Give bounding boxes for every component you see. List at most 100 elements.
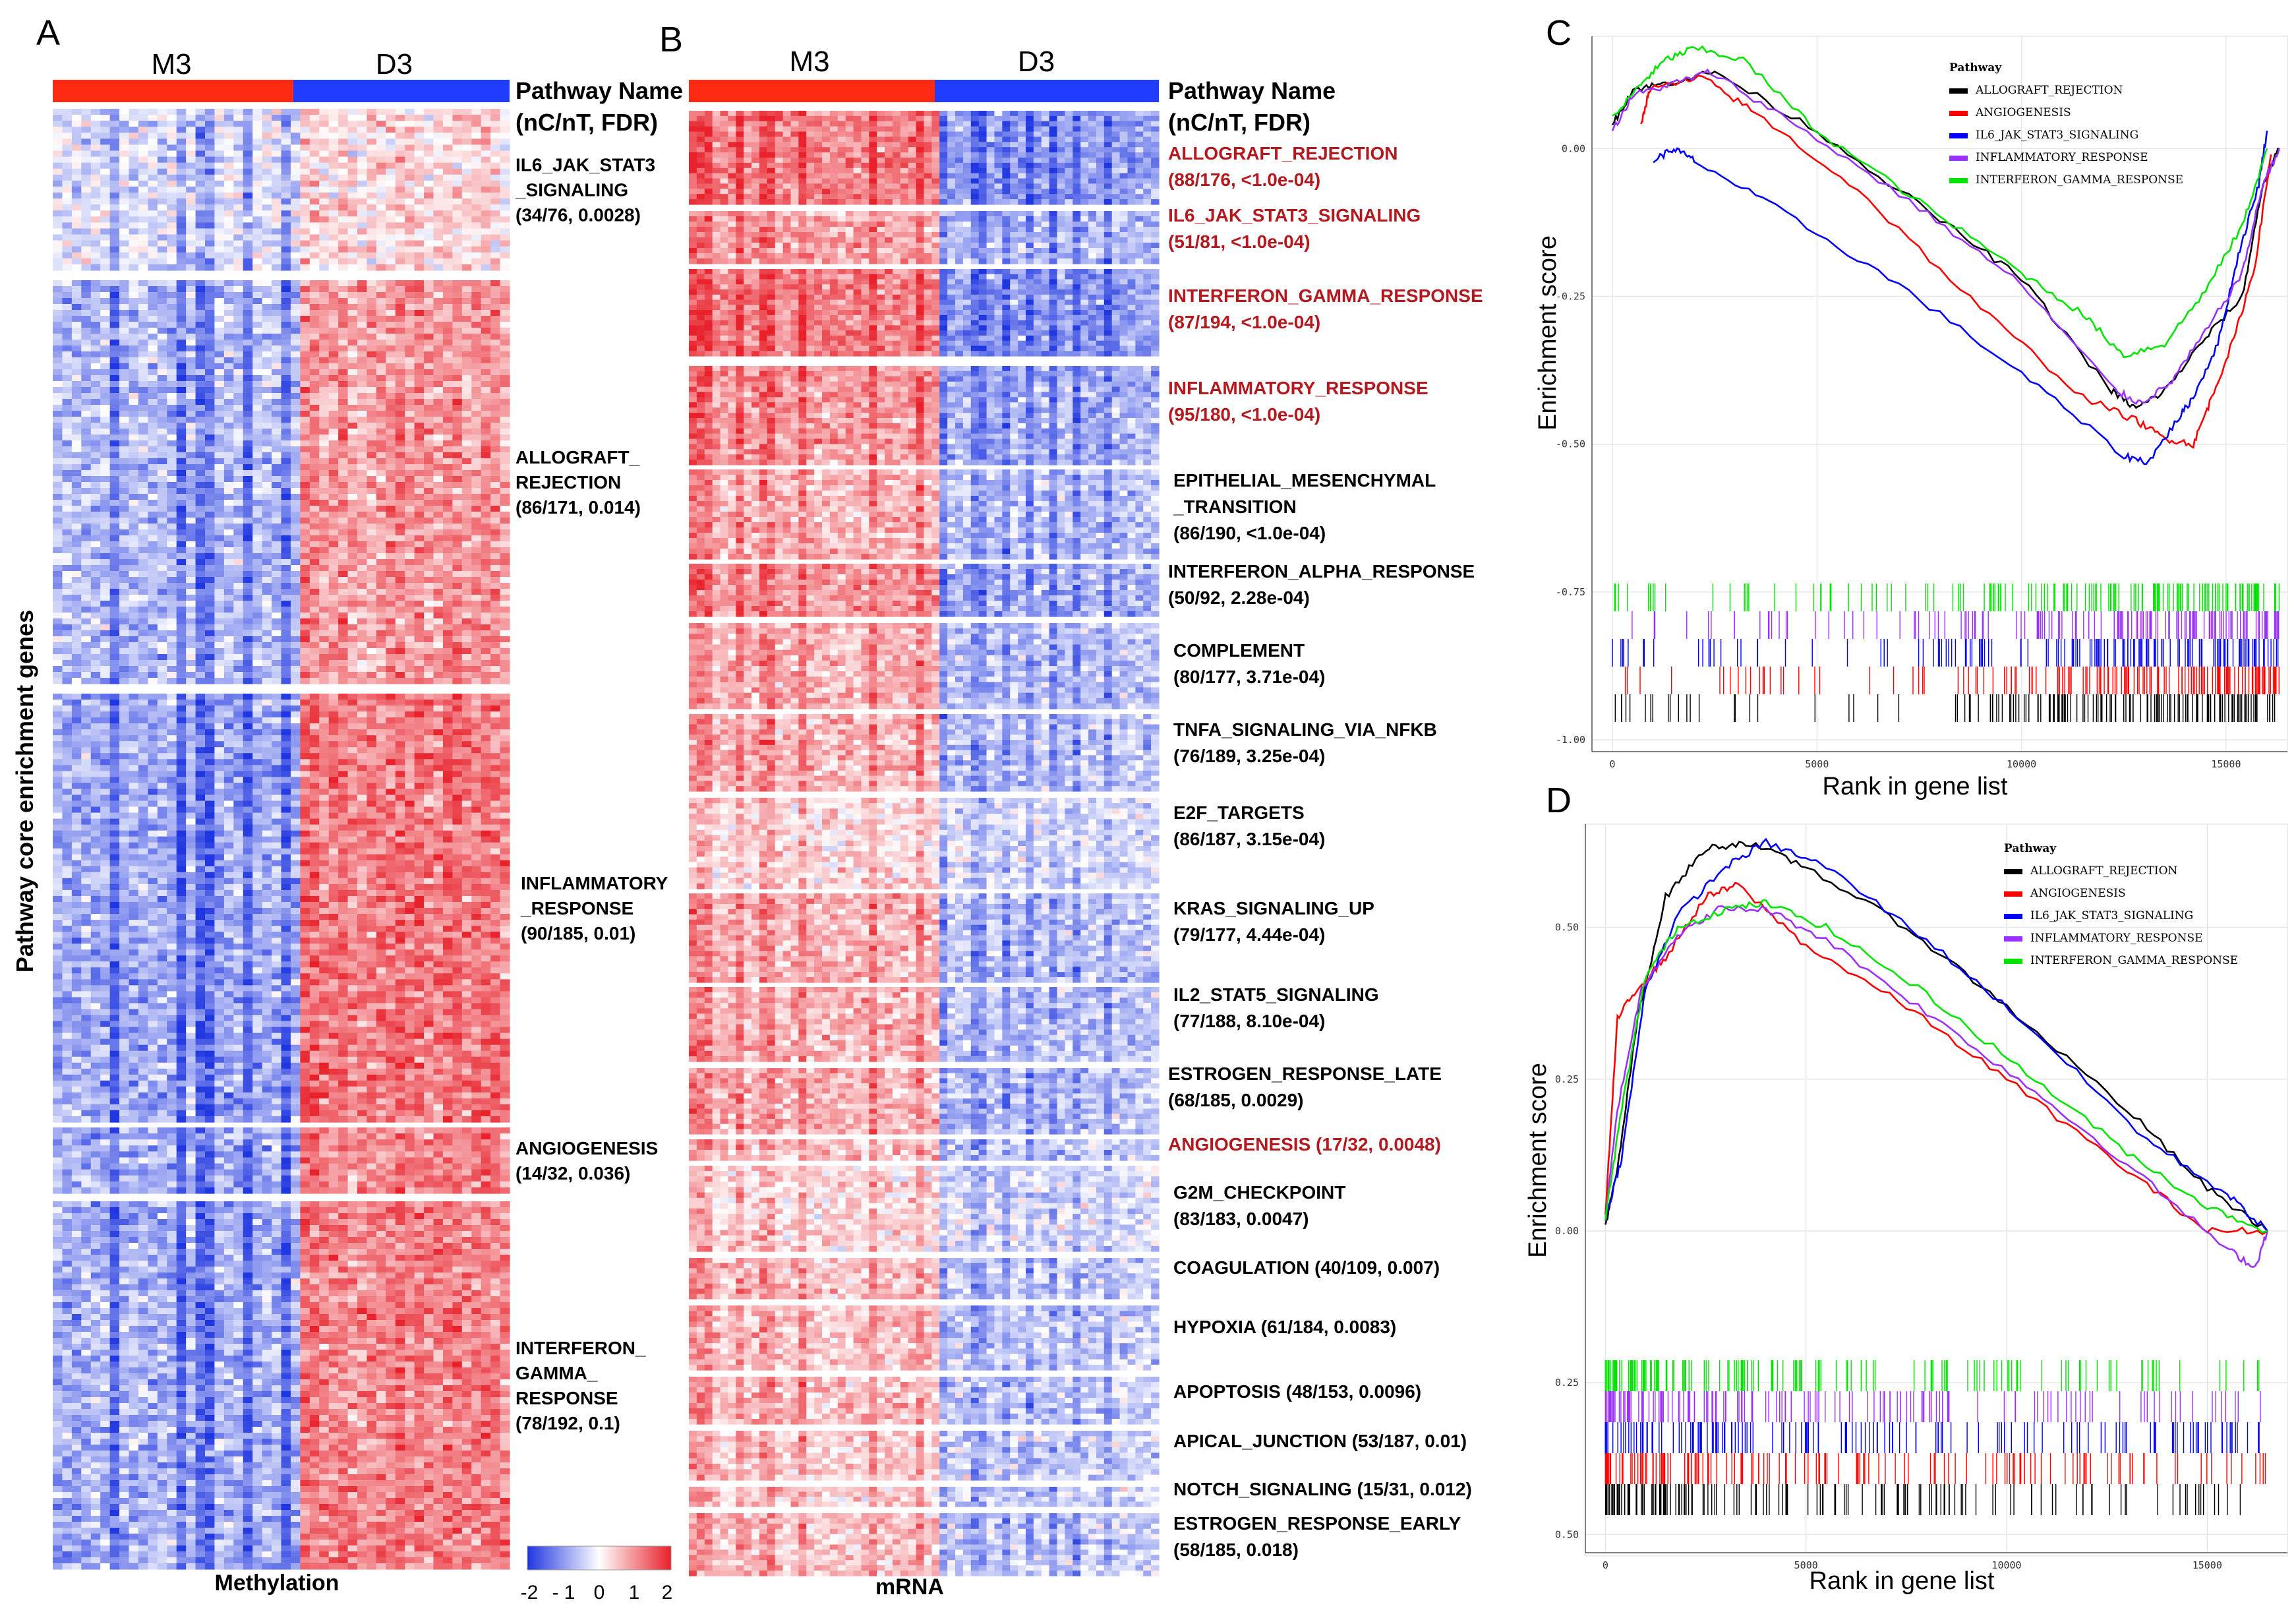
heatmap-cell — [357, 280, 367, 287]
heatmap-cell — [100, 241, 110, 247]
heatmap-cell — [186, 115, 196, 121]
heatmap-cell — [72, 286, 82, 293]
heatmap-cell — [148, 253, 158, 259]
heatmap-cell — [177, 127, 187, 133]
heatmap-cell — [186, 280, 196, 287]
heatmap-cell — [386, 109, 396, 115]
heatmap-cell — [481, 286, 491, 293]
heatmap-cell — [148, 157, 158, 164]
heatmap-cell — [262, 228, 272, 235]
heatmap-cell — [415, 169, 425, 175]
heatmap-cell — [148, 187, 158, 193]
heatmap-cell — [300, 222, 310, 229]
heatmap-cell — [452, 204, 462, 211]
heatmap-cell — [291, 228, 301, 235]
heatmap-cell — [471, 228, 481, 235]
heatmap-cell — [396, 144, 405, 151]
heatmap-cell — [367, 247, 376, 253]
heatmap-cell — [424, 198, 434, 205]
heatmap-cell — [53, 253, 63, 259]
heatmap-cell — [424, 109, 434, 115]
heatmap-cell — [329, 193, 339, 199]
heatmap-cell — [167, 115, 177, 121]
heatmap-cell — [224, 222, 234, 229]
heatmap-cell — [386, 253, 396, 259]
heatmap-cell — [376, 138, 386, 145]
heatmap-cell — [462, 228, 472, 235]
panel-label-c: C — [1546, 13, 1572, 53]
heatmap-cell — [291, 304, 301, 311]
heatmap-cell — [424, 222, 434, 229]
heatmap-cell — [214, 181, 224, 187]
heatmap-cell — [81, 133, 91, 139]
heatmap-cell — [471, 258, 481, 265]
heatmap-cell — [319, 198, 329, 205]
heatmap-cell — [348, 187, 358, 193]
heatmap-cell — [158, 286, 167, 293]
heatmap-cell — [214, 175, 224, 181]
heatmap-cell — [310, 222, 320, 229]
heatmap-cell — [100, 144, 110, 151]
heatmap-cell — [338, 216, 348, 223]
heatmap-cell — [424, 133, 434, 139]
heatmap-cell — [243, 258, 253, 265]
heatmap-cell — [224, 228, 234, 235]
heatmap-cell — [196, 175, 206, 181]
heatmap-cell — [214, 222, 224, 229]
heatmap-cell — [405, 280, 415, 287]
heatmap-cell — [262, 198, 272, 205]
heatmap-cell — [119, 247, 129, 253]
heatmap-cell — [72, 163, 82, 169]
heatmap-cell — [110, 151, 120, 158]
heatmap-cell — [300, 258, 310, 265]
heatmap-cell — [338, 198, 348, 205]
heatmap-cell — [205, 193, 215, 199]
heatmap-cell — [62, 280, 72, 287]
heatmap-cell — [348, 151, 358, 158]
heatmap-cell — [119, 280, 129, 287]
heatmap-cell — [262, 235, 272, 241]
heatmap-cell — [110, 109, 120, 115]
heatmap-cell — [91, 304, 101, 311]
heatmap-cell — [262, 138, 272, 145]
heatmap-cell — [252, 115, 262, 121]
heatmap-cell — [452, 169, 462, 175]
heatmap-cell — [338, 280, 348, 287]
heatmap-cell — [329, 253, 339, 259]
heatmap-cell — [281, 144, 291, 151]
heatmap-cell — [367, 121, 376, 127]
heatmap-cell — [224, 280, 234, 287]
heatmap-cell — [214, 121, 224, 127]
heatmap-cell — [462, 286, 472, 293]
heatmap-cell — [481, 187, 491, 193]
heatmap-cell — [129, 264, 139, 271]
heatmap-cell — [471, 304, 481, 311]
heatmap-cell — [177, 216, 187, 223]
heatmap-cell — [434, 210, 444, 217]
heatmap-cell — [452, 144, 462, 151]
heatmap-cell — [490, 228, 500, 235]
heatmap-cell — [158, 121, 167, 127]
heatmap-cell — [490, 109, 500, 115]
heatmap-cell — [233, 216, 243, 223]
heatmap-cell — [205, 298, 215, 305]
heatmap-cell — [167, 304, 177, 311]
heatmap-cell — [233, 247, 243, 253]
heatmap-cell — [367, 298, 376, 305]
heatmap-cell — [310, 292, 320, 299]
heatmap-cell — [319, 247, 329, 253]
heatmap-cell — [348, 253, 358, 259]
heatmap-cell — [471, 127, 481, 133]
heatmap-cell — [148, 127, 158, 133]
heatmap-cell — [196, 241, 206, 247]
heatmap-cell — [471, 280, 481, 287]
heatmap-cell — [405, 235, 415, 241]
heatmap-cell — [53, 210, 63, 217]
heatmap-cell — [205, 280, 215, 287]
heatmap-cell — [434, 222, 444, 229]
panel-label-d: D — [1546, 781, 1572, 820]
heatmap-cell — [310, 280, 320, 287]
heatmap-cell — [119, 115, 129, 121]
heatmap-cell — [357, 292, 367, 299]
heatmap-cell — [272, 121, 281, 127]
